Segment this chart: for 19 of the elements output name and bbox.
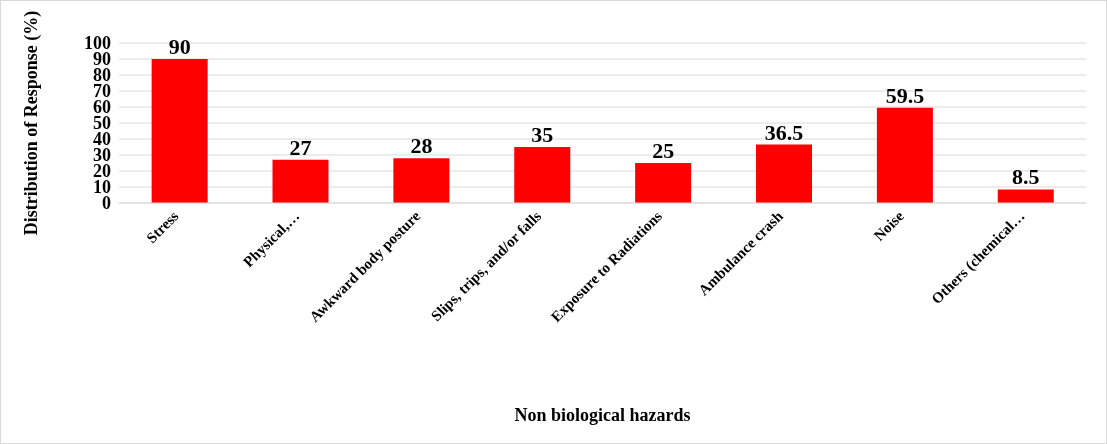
data-label: 90 [168, 34, 191, 59]
bar [635, 163, 692, 203]
bar [756, 144, 813, 203]
data-label: 36.5 [764, 119, 804, 145]
x-axis-title: Non biological hazards [514, 405, 691, 425]
bar [514, 147, 571, 203]
y-tick-label: 0 [102, 193, 111, 214]
data-label: 28 [410, 133, 433, 159]
bar [272, 159, 329, 203]
data-label: 35 [531, 122, 554, 147]
data-label: 25 [652, 138, 675, 163]
data-label: 27 [289, 134, 312, 160]
bar [151, 59, 208, 203]
bar [393, 158, 450, 203]
data-label: 59.5 [885, 82, 925, 108]
y-axis-title: Distribution of Response (%) [21, 10, 43, 236]
data-label: 8.5 [1012, 164, 1040, 190]
bar [997, 189, 1054, 203]
bar [876, 107, 933, 203]
